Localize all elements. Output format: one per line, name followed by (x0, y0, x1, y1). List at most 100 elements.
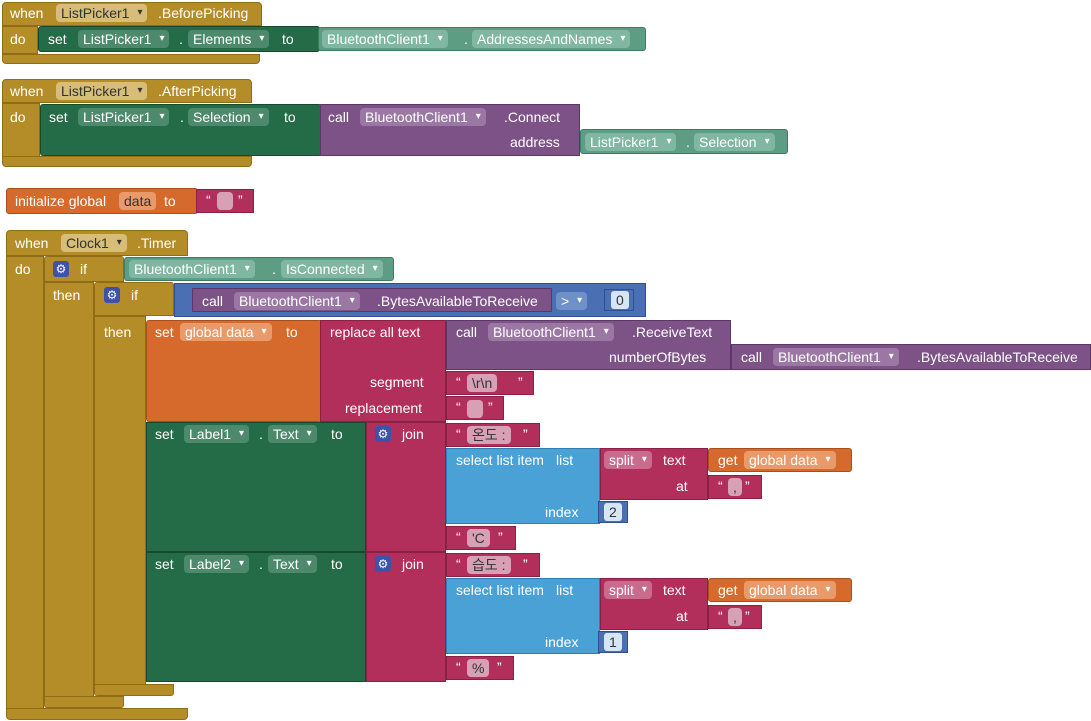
replacement-label: replacement (345, 400, 423, 416)
at-label: at (676, 608, 688, 624)
text-value-field[interactable]: 온도 : (467, 426, 511, 444)
clock-component-dropdown[interactable]: Clock1 (61, 234, 127, 252)
text-value-field[interactable]: \r\n (467, 374, 498, 392)
replace-all-text-block[interactable] (320, 320, 446, 422)
set-keyword: set (155, 556, 174, 572)
close-quote: ” (523, 556, 528, 572)
split-mode-dropdown[interactable]: split (604, 581, 652, 599)
when-keyword: when (15, 235, 49, 251)
global-variable-dropdown[interactable]: global data (744, 581, 836, 599)
mutator-gear-icon[interactable]: ⚙ (375, 556, 391, 572)
number-field[interactable]: 2 (604, 503, 622, 521)
select-list-item-block[interactable] (446, 578, 600, 654)
initialize-global-block[interactable] (6, 188, 198, 214)
list-label: list (556, 452, 574, 468)
dot-separator: . (259, 426, 263, 442)
close-quote: ” (745, 608, 750, 624)
number-field[interactable]: 0 (611, 291, 629, 309)
mutator-gear-icon[interactable]: ⚙ (375, 426, 391, 442)
bluetooth-component-dropdown[interactable]: BluetoothClient1 (129, 260, 255, 278)
when-keyword: when (10, 83, 44, 99)
is-connected-property-dropdown[interactable]: IsConnected (281, 260, 383, 278)
mutator-gear-icon[interactable]: ⚙ (104, 287, 120, 303)
call-keyword: call (328, 109, 350, 125)
event-name: .AfterPicking (158, 83, 237, 99)
text-value-field[interactable]: , (728, 608, 742, 626)
set-label2-text-block[interactable] (146, 552, 366, 682)
join-keyword: join (402, 556, 424, 572)
set-property-dropdown[interactable]: Selection (188, 108, 269, 126)
method-name: .ReceiveText (632, 324, 713, 340)
call-keyword: call (741, 349, 763, 365)
text-value-field[interactable]: 'C (467, 529, 490, 547)
to-keyword: to (331, 426, 343, 442)
split-block[interactable] (600, 578, 708, 630)
index-label: index (545, 504, 579, 520)
address-label: address (510, 134, 560, 150)
dot-separator: . (180, 109, 184, 125)
set-keyword: set (49, 109, 68, 125)
close-quote: ” (497, 659, 502, 675)
bluetooth-component-dropdown[interactable]: BluetoothClient1 (773, 348, 899, 366)
to-keyword: to (286, 324, 298, 340)
to-keyword: to (331, 556, 343, 572)
set-component-dropdown[interactable]: ListPicker1 (78, 108, 170, 126)
select-list-item-keyword: select list item (456, 452, 544, 468)
text-value-field[interactable] (467, 400, 483, 418)
method-name: .Connect (504, 109, 561, 125)
select-list-item-block[interactable] (446, 448, 600, 524)
set-keyword: set (48, 31, 67, 47)
open-quote: “ (718, 478, 723, 494)
at-label: at (676, 478, 688, 494)
global-variable-dropdown[interactable]: global data (180, 323, 272, 341)
compare-operator-dropdown[interactable]: > (556, 292, 588, 310)
listpicker-component-dropdown[interactable]: ListPicker1 (585, 133, 677, 151)
number-field[interactable]: 1 (604, 633, 622, 651)
label-component-dropdown[interactable]: Label2 (184, 555, 250, 573)
to-keyword: to (164, 193, 176, 209)
open-quote: “ (456, 399, 461, 415)
listpicker-property-dropdown[interactable]: Selection (694, 133, 775, 151)
before-picking-event-body (2, 26, 38, 54)
join-keyword: join (402, 426, 424, 442)
do-keyword: do (10, 31, 26, 47)
outer-if-body (44, 282, 94, 698)
global-variable-dropdown[interactable]: global data (744, 451, 836, 469)
text-value-field[interactable]: 습도 : (467, 556, 511, 574)
text-value-field[interactable]: , (728, 478, 742, 496)
component-dropdown[interactable]: ListPicker1 (56, 4, 148, 22)
label-property-dropdown[interactable]: Text (268, 425, 317, 443)
list-label: list (556, 582, 574, 598)
close-quote: ” (518, 374, 523, 390)
set-component-dropdown[interactable]: ListPicker1 (78, 30, 170, 48)
close-quote: ” (498, 529, 503, 545)
get-keyword: get (718, 582, 738, 598)
global-name-field[interactable]: data (119, 192, 157, 210)
open-quote: “ (206, 192, 211, 208)
method-name: .BytesAvailableToReceive (377, 293, 538, 309)
index-label: index (545, 634, 579, 650)
bluetooth-component-dropdown[interactable]: BluetoothClient1 (360, 108, 486, 126)
do-keyword: do (10, 109, 26, 125)
when-keyword: when (10, 5, 44, 21)
set-property-dropdown[interactable]: Elements (188, 30, 270, 48)
join-block[interactable] (366, 552, 446, 682)
label-component-dropdown[interactable]: Label1 (184, 425, 250, 443)
text-value-field[interactable]: % (467, 659, 490, 677)
bluetooth-component-dropdown[interactable]: BluetoothClient1 (234, 292, 360, 310)
close-quote: ” (488, 399, 493, 415)
component-dropdown[interactable]: ListPicker1 (56, 82, 148, 100)
join-block[interactable] (366, 422, 446, 552)
if-keyword: if (80, 261, 87, 277)
clock-timer-event-bottom (6, 708, 188, 720)
label-property-dropdown[interactable]: Text (268, 555, 317, 573)
split-mode-dropdown[interactable]: split (604, 451, 652, 469)
set-label1-text-block[interactable] (146, 422, 366, 552)
number-of-bytes-label: numberOfBytes (609, 349, 707, 365)
text-value-field[interactable] (217, 192, 233, 210)
mutator-gear-icon[interactable]: ⚙ (53, 261, 69, 277)
bluetooth-component-dropdown[interactable]: BluetoothClient1 (322, 30, 448, 48)
bluetooth-component-dropdown[interactable]: BluetoothClient1 (488, 323, 614, 341)
bluetooth-property-dropdown[interactable]: AddressesAndNames (472, 30, 631, 48)
text-label: text (663, 582, 686, 598)
